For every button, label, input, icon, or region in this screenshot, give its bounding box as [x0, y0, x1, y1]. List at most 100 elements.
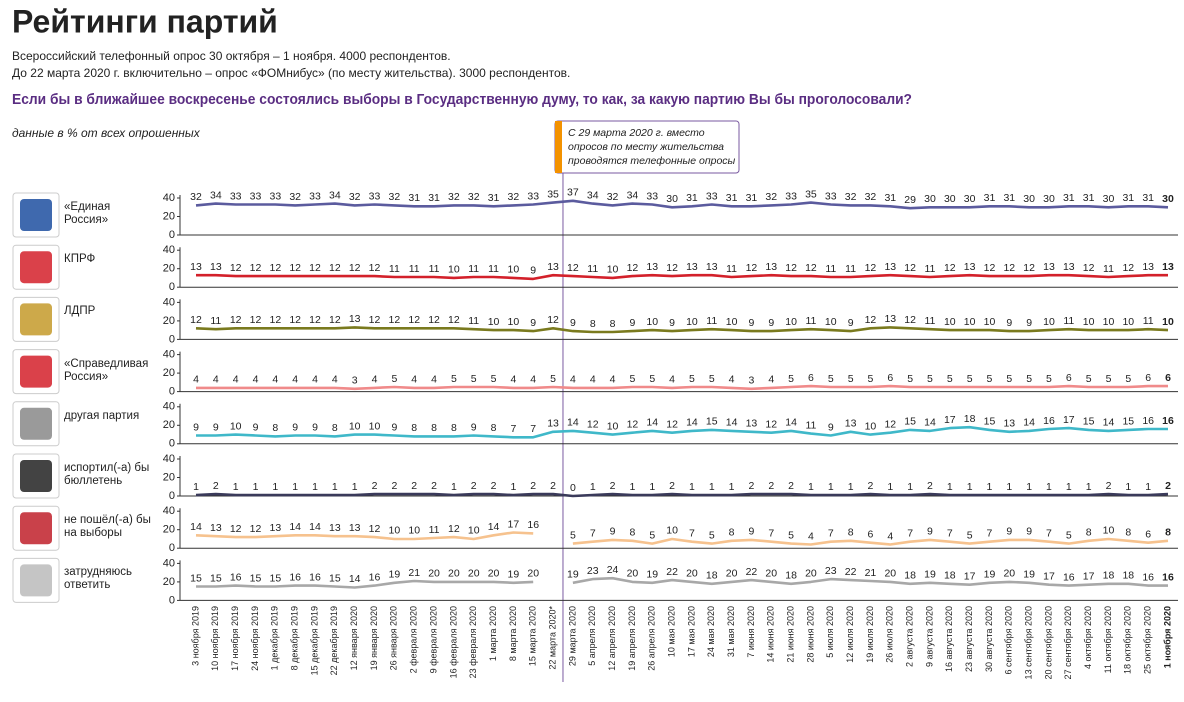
data-label: 9 — [193, 421, 199, 433]
chart-title: Рейтинги партий — [12, 3, 278, 39]
data-label: 30 — [964, 193, 976, 205]
data-label: 7 — [1046, 528, 1052, 540]
data-label: 1 — [451, 481, 457, 493]
data-label: 8 — [272, 422, 278, 434]
y-tick-label: 20 — [163, 210, 175, 222]
data-label: 12 — [448, 314, 460, 326]
data-label: 4 — [312, 374, 318, 386]
data-label: 32 — [448, 191, 460, 203]
annotation: проводятся телефонные опросы — [568, 155, 736, 167]
data-label: 33 — [527, 190, 539, 202]
data-label: 2 — [669, 480, 675, 492]
data-label: 12 — [746, 262, 758, 274]
data-label: 2 — [471, 480, 477, 492]
data-label: 16 — [1142, 571, 1154, 583]
data-label: 34 — [627, 189, 639, 201]
data-label: 31 — [1063, 192, 1075, 204]
data-label: 20 — [726, 568, 738, 580]
data-label: 6 — [808, 372, 814, 384]
data-label: 31 — [1122, 192, 1134, 204]
data-label: 6 — [1066, 372, 1072, 384]
data-label: 8 — [1165, 527, 1171, 539]
data-label: 14 — [646, 417, 658, 429]
data-label: 7 — [530, 423, 536, 435]
data-label: 4 — [669, 374, 675, 386]
data-label: 33 — [646, 190, 658, 202]
data-label: 1 — [689, 481, 695, 493]
data-label: 12 — [1023, 262, 1035, 274]
data-label: 4 — [253, 374, 259, 386]
data-label: 1 — [629, 481, 635, 493]
data-label: 13 — [329, 522, 341, 534]
x-tick-label: 26 апреля 2020 — [647, 606, 657, 671]
data-label: 18 — [944, 570, 956, 582]
x-tick-label: 20 сентября 2020 — [1043, 606, 1053, 679]
data-label: 15 — [1122, 416, 1134, 428]
data-label: 33 — [706, 190, 718, 202]
data-label: 5 — [947, 373, 953, 385]
series-line — [196, 384, 1168, 391]
data-label: 11 — [726, 263, 737, 275]
data-label: 19 — [1023, 569, 1035, 581]
data-label: 11 — [587, 263, 598, 275]
data-label: 1 — [1026, 481, 1032, 493]
data-label: 12 — [865, 314, 877, 326]
data-label: 14 — [1103, 417, 1115, 429]
data-label: 2 — [411, 480, 417, 492]
data-label: 10 — [1043, 316, 1055, 328]
data-label: 1 — [887, 481, 893, 493]
data-label: 1 — [848, 481, 854, 493]
data-label: 4 — [590, 374, 596, 386]
data-label: 10 — [508, 264, 520, 276]
data-label: 13 — [686, 261, 698, 273]
data-label: 22 — [666, 566, 678, 578]
x-tick-label: 12 января 2020 — [349, 606, 359, 670]
data-label: 10 — [1162, 316, 1174, 328]
legend-icon-glyph — [20, 512, 52, 545]
data-label: 9 — [1006, 526, 1012, 538]
data-label: 30 — [944, 193, 956, 205]
y-label: данные в % от всех опрошенных — [12, 126, 201, 140]
data-label: 1 — [808, 481, 814, 493]
x-tick-label: 5 апреля 2020 — [587, 606, 597, 666]
data-label: 9 — [749, 526, 755, 538]
data-label: 13 — [547, 261, 559, 273]
data-label: 12 — [250, 523, 262, 535]
x-tick-label: 2 февраля 2020 — [409, 606, 419, 673]
data-label: 15 — [210, 572, 222, 584]
data-label: 13 — [1043, 261, 1055, 273]
x-tick-label: 5 июля 2020 — [825, 606, 835, 658]
data-label: 9 — [530, 317, 536, 329]
data-label: 4 — [768, 374, 774, 386]
data-label: 14 — [190, 521, 202, 533]
x-tick-label: 26 января 2020 — [389, 606, 399, 670]
data-label: 10 — [726, 316, 738, 328]
x-tick-label: 10 ноября 2019 — [210, 606, 220, 671]
x-tick-label: 12 июля 2020 — [845, 606, 855, 663]
data-label: 5 — [788, 529, 794, 541]
data-label: 13 — [210, 261, 222, 273]
x-tick-label: 17 мая 2020 — [686, 606, 696, 657]
data-label: 1 — [590, 481, 596, 493]
data-label: 9 — [927, 526, 933, 538]
series-name: испортил(-а) бы бюллетень — [64, 462, 150, 487]
x-tick-label: 13 сентября 2020 — [1024, 606, 1034, 679]
data-label: 15 — [984, 416, 996, 428]
data-label: 8 — [332, 422, 338, 434]
data-label: 32 — [845, 191, 857, 203]
data-label: 6 — [887, 372, 893, 384]
data-label: 18 — [904, 570, 916, 582]
data-label: 9 — [530, 265, 536, 277]
data-label: 8 — [848, 527, 854, 539]
data-label: 11 — [429, 263, 440, 275]
data-label: 13 — [706, 261, 718, 273]
data-label: 9 — [1006, 317, 1012, 329]
data-label: 1 — [1066, 481, 1072, 493]
data-label: 12 — [349, 262, 361, 274]
data-label: 12 — [627, 262, 639, 274]
data-label: 20 — [627, 568, 639, 580]
data-label: 20 — [884, 568, 896, 580]
subtitle: До 22 марта 2020 г. включительно – опрос… — [12, 66, 570, 80]
data-label: 31 — [686, 192, 698, 204]
data-label: 16 — [230, 571, 242, 583]
